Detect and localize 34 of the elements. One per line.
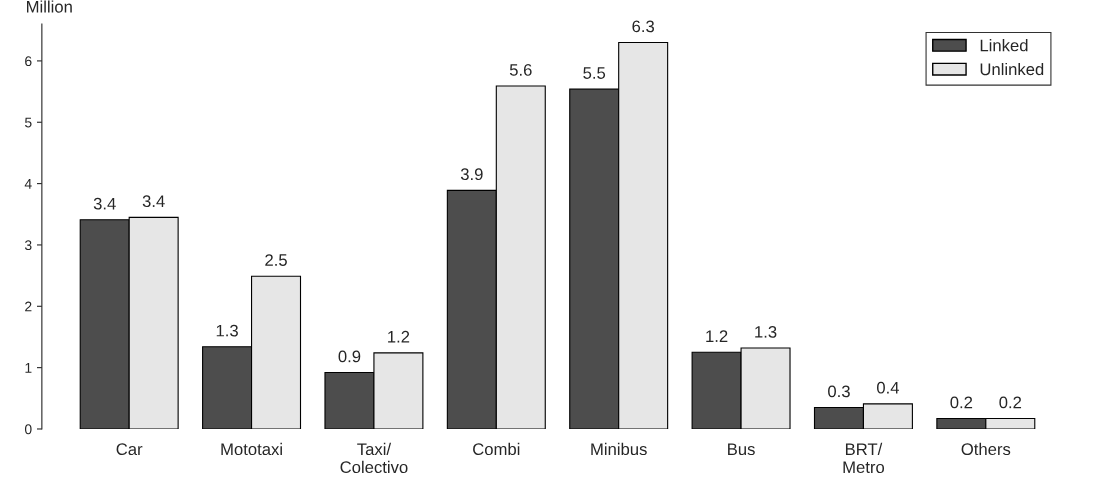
- data-label: 0.2: [950, 396, 973, 409]
- data-label: 1.3: [755, 325, 777, 338]
- y-axis-title: Million: [27, 0, 72, 13]
- data-label: 5.5: [583, 67, 606, 79]
- data-label: 3.4: [93, 197, 116, 210]
- data-label: 1.3: [216, 324, 238, 337]
- x-tick-label: BRT/ Metro: [843, 442, 885, 474]
- x-tick-label: Bus: [728, 443, 755, 456]
- y-tick-label: 5: [24, 117, 32, 128]
- data-label: 3.4: [142, 195, 165, 208]
- data-label: 0.2: [999, 396, 1022, 409]
- legend-label: Linked: [980, 39, 1028, 52]
- data-label: 0.3: [828, 385, 850, 398]
- data-label: 1.2: [706, 330, 728, 342]
- x-tick-label: Others: [961, 442, 1011, 456]
- x-tick-label: Minibus: [591, 442, 647, 456]
- data-label: 5.6: [509, 64, 532, 76]
- data-label: 0.9: [338, 350, 361, 363]
- y-tick-label: 0: [24, 424, 32, 435]
- data-label: 6.3: [632, 20, 655, 33]
- legend-label: Unlinked: [980, 62, 1044, 76]
- y-tick-label: 3: [24, 240, 32, 251]
- data-label: 2.5: [265, 254, 287, 266]
- x-tick-label: Taxi/ Colectivo: [340, 442, 408, 474]
- x-tick-label: Car: [116, 443, 143, 456]
- x-tick-label: Combi: [473, 442, 520, 456]
- y-tick-label: 2: [25, 301, 32, 312]
- y-tick-label: 6: [25, 56, 32, 67]
- data-label: 1.2: [388, 330, 410, 343]
- data-label: 0.4: [876, 381, 900, 394]
- x-tick-label: Mototaxi: [221, 442, 282, 456]
- y-tick-label: 4: [24, 179, 32, 189]
- data-label: 3.9: [460, 168, 483, 181]
- y-tick-label: 1: [25, 363, 32, 373]
